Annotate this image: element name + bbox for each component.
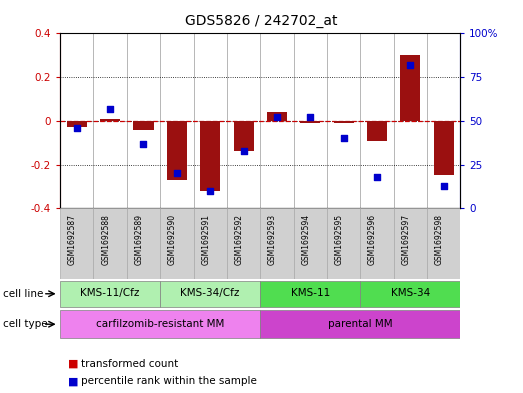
Text: transformed count: transformed count	[81, 358, 178, 369]
Text: GSM1692588: GSM1692588	[101, 214, 110, 265]
Bar	[400, 55, 420, 121]
Bar	[133, 121, 154, 130]
Text: KMS-34/Cfz: KMS-34/Cfz	[180, 288, 240, 298]
Text: cell type: cell type	[3, 319, 47, 329]
Point	[173, 170, 181, 176]
Bar	[260, 281, 360, 307]
Text: GSM1692590: GSM1692590	[168, 214, 177, 265]
Bar	[293, 208, 327, 279]
Bar	[100, 119, 120, 121]
Text: GSM1692592: GSM1692592	[234, 214, 244, 265]
Bar	[367, 121, 387, 141]
Bar	[67, 121, 87, 127]
Bar	[60, 281, 160, 307]
Text: carfilzomib-resistant MM: carfilzomib-resistant MM	[96, 319, 224, 329]
Text: ■: ■	[68, 358, 78, 369]
Point	[139, 140, 147, 147]
Point	[240, 147, 248, 154]
Point	[272, 114, 281, 121]
Bar	[160, 208, 194, 279]
Text: GSM1692593: GSM1692593	[268, 214, 277, 265]
Text: KMS-11: KMS-11	[291, 288, 330, 298]
Bar	[194, 208, 227, 279]
Bar	[227, 208, 260, 279]
Point	[373, 174, 381, 180]
Point	[206, 187, 214, 194]
Text: percentile rank within the sample: percentile rank within the sample	[81, 376, 257, 386]
Bar	[60, 310, 260, 338]
Text: GSM1692587: GSM1692587	[68, 214, 77, 265]
Bar	[327, 208, 360, 279]
Bar	[300, 121, 320, 123]
Bar	[334, 121, 354, 123]
Bar	[60, 208, 94, 279]
Bar	[200, 121, 220, 191]
Bar	[360, 208, 393, 279]
Text: KMS-11/Cfz: KMS-11/Cfz	[81, 288, 140, 298]
Text: GDS5826 / 242702_at: GDS5826 / 242702_at	[185, 14, 338, 28]
Bar	[267, 112, 287, 121]
Bar	[127, 208, 160, 279]
Text: GSM1692594: GSM1692594	[301, 214, 310, 265]
Bar	[160, 281, 260, 307]
Text: GSM1692591: GSM1692591	[201, 214, 210, 265]
Point	[306, 114, 314, 121]
Text: GSM1692597: GSM1692597	[401, 214, 410, 265]
Text: cell line: cell line	[3, 289, 43, 299]
Bar	[260, 208, 293, 279]
Text: GSM1692596: GSM1692596	[368, 214, 377, 265]
Point	[439, 182, 448, 189]
Point	[106, 105, 115, 112]
Bar	[360, 281, 460, 307]
Bar	[394, 208, 427, 279]
Text: GSM1692598: GSM1692598	[435, 214, 444, 265]
Bar	[260, 310, 460, 338]
Text: parental MM: parental MM	[328, 319, 393, 329]
Bar	[427, 208, 460, 279]
Bar	[94, 208, 127, 279]
Text: GSM1692589: GSM1692589	[134, 214, 143, 265]
Bar	[233, 121, 254, 151]
Point	[339, 135, 348, 141]
Text: GSM1692595: GSM1692595	[335, 214, 344, 265]
Text: ■: ■	[68, 376, 78, 386]
Point	[73, 125, 81, 131]
Bar	[167, 121, 187, 180]
Text: KMS-34: KMS-34	[391, 288, 430, 298]
Bar	[434, 121, 453, 176]
Point	[406, 62, 414, 68]
